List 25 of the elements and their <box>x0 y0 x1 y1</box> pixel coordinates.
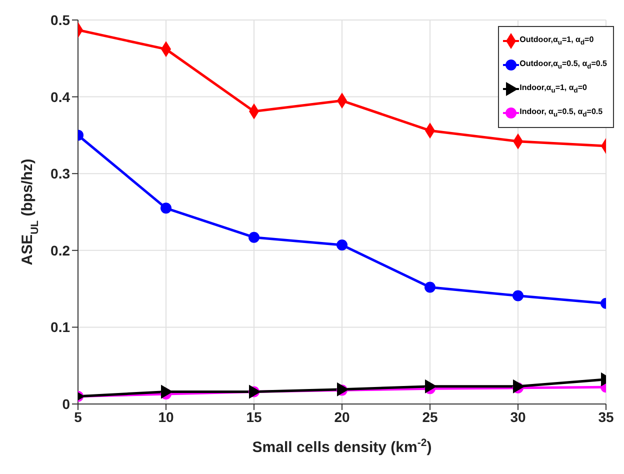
x-tick-label: 15 <box>246 408 262 425</box>
point <box>512 290 524 302</box>
x-tick-label: 35 <box>598 408 614 425</box>
y-tick-label: 0.1 <box>50 319 70 336</box>
point <box>336 240 348 251</box>
x-tick-label: 20 <box>334 408 350 425</box>
x-tick-label: 25 <box>422 408 438 425</box>
point <box>425 379 437 394</box>
x-tick-label: 5 <box>74 408 82 425</box>
y-tick-label: 0 <box>62 396 70 412</box>
legend-label: Indoor,α$_{u}$=1, α$_{d}$=0 <box>520 83 587 95</box>
y-tick-label: 0.4 <box>50 88 70 105</box>
point <box>248 232 260 243</box>
x-tick-label: 30 <box>510 408 526 425</box>
y-tick-label: 0.2 <box>50 242 70 258</box>
point <box>161 384 173 399</box>
y-tick-label: 0.5 <box>50 12 70 28</box>
point <box>337 382 349 396</box>
point <box>424 282 436 293</box>
legend-label: Outdoor,α$_{u}$=1, α$_{d}$=0 <box>520 35 594 47</box>
legend-label: Outdoor,α$_{u}$=0.5, α$_{d}$=0.5 <box>520 59 607 71</box>
legend-label: Indoor, α$_{u}$=0.5, α$_{d}$=0.5 <box>520 107 603 119</box>
x-tick-label: 10 <box>158 408 174 425</box>
x-axis-title: Small cells density (km$^{-2}$) <box>252 437 432 456</box>
y-tick-label: 0.3 <box>50 166 70 182</box>
